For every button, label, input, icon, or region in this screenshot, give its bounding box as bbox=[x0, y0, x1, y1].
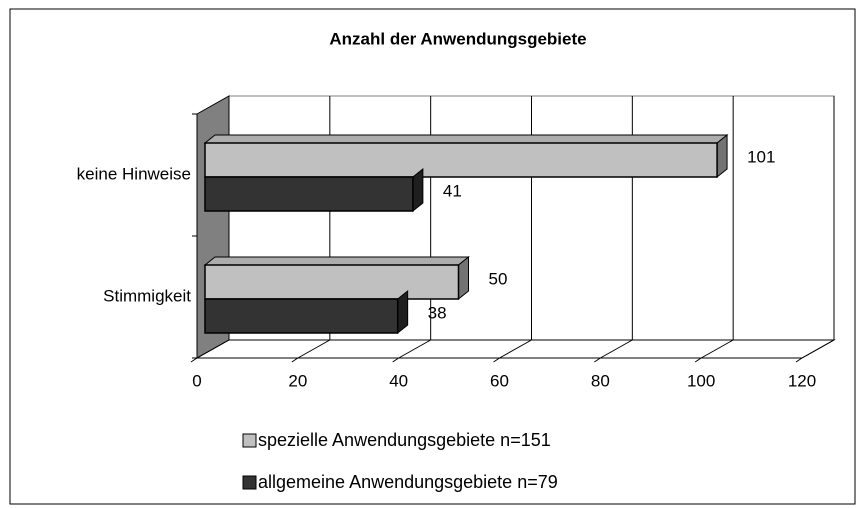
bar bbox=[204, 264, 460, 300]
bar bbox=[204, 176, 414, 212]
x-tick-label: 80 bbox=[591, 371, 610, 390]
legend-swatch bbox=[242, 433, 257, 448]
bar bbox=[204, 298, 399, 334]
x-tick-label: 20 bbox=[288, 371, 307, 390]
legend-swatch bbox=[242, 475, 257, 490]
floor-grid bbox=[398, 339, 431, 359]
x-tick bbox=[594, 357, 601, 363]
chart-title: Anzahl der Anwendungsgebiete bbox=[329, 29, 586, 48]
bar-side bbox=[716, 133, 728, 179]
data-label: 41 bbox=[443, 181, 462, 200]
x-tick bbox=[694, 357, 702, 363]
bar bbox=[204, 142, 718, 178]
x-tick-label: 60 bbox=[490, 371, 509, 390]
bar-side bbox=[397, 289, 409, 335]
x-tick bbox=[392, 357, 399, 363]
x-tick-label: 40 bbox=[389, 371, 408, 390]
bar-side bbox=[458, 255, 469, 301]
x-tick-label: 100 bbox=[687, 371, 715, 390]
bar-top bbox=[203, 256, 470, 266]
legend-label: spezielle Anwendungsgebiete n=151 bbox=[258, 430, 551, 450]
x-tick bbox=[291, 357, 299, 363]
data-label: 50 bbox=[489, 269, 508, 288]
x-tick bbox=[795, 357, 803, 363]
x-tick-label: 0 bbox=[192, 371, 201, 390]
x-tick bbox=[190, 357, 198, 363]
floor-grid bbox=[499, 339, 532, 359]
x-tick bbox=[493, 357, 500, 363]
y-tick-label: keine Hinweise bbox=[77, 164, 191, 183]
floor-grid bbox=[700, 339, 734, 359]
floor-grid bbox=[801, 339, 835, 359]
bar-side bbox=[412, 167, 424, 213]
floor-grid bbox=[297, 339, 331, 359]
bar-top bbox=[203, 134, 729, 144]
legend-label: allgemeine Anwendungsgebiete n=79 bbox=[258, 472, 558, 492]
data-label: 38 bbox=[428, 303, 447, 322]
floor-grid bbox=[600, 339, 633, 359]
floor-grid bbox=[196, 339, 230, 359]
y-tick-label: Stimmigkeit bbox=[103, 286, 191, 305]
data-label: 101 bbox=[747, 147, 775, 166]
x-tick-label: 120 bbox=[788, 371, 816, 390]
